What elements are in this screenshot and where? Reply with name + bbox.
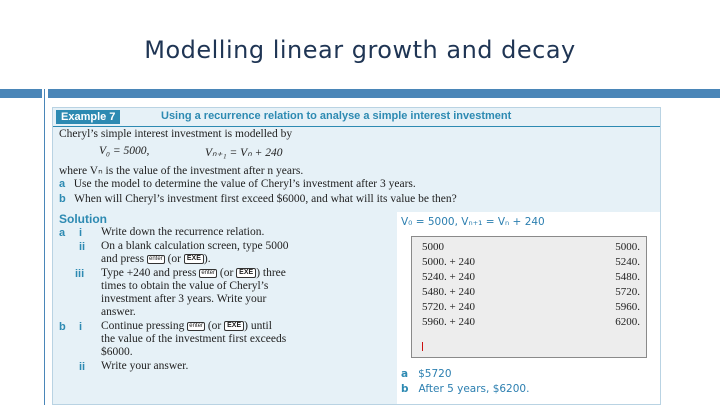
step-a-iii-line-2: times to obtain the value of Cheryl’s <box>101 280 269 292</box>
example-tag: Example 7 <box>56 110 121 124</box>
answer-b-text: After 5 years, $6200. <box>418 383 530 395</box>
calc-output: 5720. <box>615 286 640 298</box>
calc-cursor <box>422 342 423 351</box>
calc-input: 5240. + 240 <box>422 271 475 283</box>
answer-a: a $5720 <box>401 368 452 380</box>
slide-title: Modelling linear growth and decay <box>144 36 576 64</box>
question-b-text: When will Cheryl’s investment first exce… <box>74 193 457 205</box>
step-a-iii-line-1: Type +240 and press enter (or EXE) three <box>101 267 286 279</box>
calc-output: 5480. <box>615 271 640 283</box>
calc-row: 5000. + 240 5240. <box>412 256 646 271</box>
calc-row: 5480. + 240 5720. <box>412 286 646 301</box>
calc-row: 5960. + 240 6200. <box>412 316 646 331</box>
header-rule-right <box>48 89 720 98</box>
calc-row: 5240. + 240 5480. <box>412 271 646 286</box>
example-panel: Example 7 Using a recurrence relation to… <box>52 107 661 405</box>
enter-key-icon: enter <box>187 321 205 331</box>
solution-b-label: b <box>59 321 66 333</box>
enter-key-icon: enter <box>147 254 165 264</box>
step-b-ii-num: ii <box>79 361 86 373</box>
step-a-i-num: i <box>79 227 83 239</box>
solution-heading: Solution <box>59 212 107 226</box>
enter-key-icon: enter <box>199 268 217 278</box>
question-b: b When will Cheryl’s investment first ex… <box>59 193 457 205</box>
exe-key-icon: EXE <box>236 268 257 279</box>
question-b-label: b <box>59 193 66 205</box>
step-a-iii-num: iii <box>75 268 85 280</box>
example-header: Example 7 Using a recurrence relation to… <box>53 108 660 127</box>
formula-recurrence: Vₙ₊₁ = Vₙ + 240 <box>205 147 283 159</box>
calc-row: 5720. + 240 5960. <box>412 301 646 316</box>
calc-input: 5960. + 240 <box>422 316 475 328</box>
step-a-ii-num: ii <box>79 241 86 253</box>
step-b-i-line-1: Continue pressing enter (or EXE) until <box>101 320 272 332</box>
calc-output: 5240. <box>615 256 640 268</box>
example-intro: Cheryl’s simple interest investment is m… <box>59 128 293 140</box>
step-a-iii-line-3: investment after 3 years. Write your <box>101 293 267 305</box>
step-b-i-line-2: the value of the investment first exceed… <box>101 333 287 345</box>
question-a-text: Use the model to determine the value of … <box>73 178 416 190</box>
question-a-label: a <box>59 178 66 190</box>
working-pane: V₀ = 5000, Vₙ₊₁ = Vₙ + 240 5000 5000. 50… <box>397 212 660 404</box>
step-a-ii-line-2: and press enter (or EXE). <box>101 253 211 265</box>
calc-output: 6200. <box>615 316 640 328</box>
answer-a-text: $5720 <box>418 368 452 380</box>
calculator-screen: 5000 5000. 5000. + 240 5240. 5240. + 240… <box>411 236 647 358</box>
exe-key-icon: EXE <box>183 254 204 265</box>
formula-v0: V₀ = 5000, <box>99 145 150 157</box>
step-a-i-line-1: Write down the recurrence relation. <box>101 226 265 238</box>
exe-key-icon: EXE <box>224 321 245 332</box>
left-rule <box>44 89 45 405</box>
example-where: where Vₙ is the value of the investment … <box>59 165 304 177</box>
question-a: a Use the model to determine the value o… <box>59 178 416 190</box>
step-b-ii-line-1: Write your answer. <box>101 360 189 372</box>
answer-a-label: a <box>401 368 409 380</box>
step-a-ii-line-1: On a blank calculation screen, type 5000 <box>101 240 289 252</box>
header-rule-left <box>0 89 42 98</box>
answer-b-label: b <box>401 383 409 395</box>
calc-row: 5000 5000. <box>412 241 646 256</box>
calc-input: 5000 <box>422 241 444 253</box>
calc-input: 5480. + 240 <box>422 286 475 298</box>
step-b-i-num: i <box>79 321 83 333</box>
solution-a-label: a <box>59 227 66 239</box>
example-title: Using a recurrence relation to analyse a… <box>161 110 512 122</box>
calc-input: 5000. + 240 <box>422 256 475 268</box>
step-a-iii-line-4: answer. <box>101 306 136 318</box>
step-b-i-line-3: $6000. <box>101 346 133 358</box>
answer-b: b After 5 years, $6200. <box>401 383 529 395</box>
calc-output: 5000. <box>615 241 640 253</box>
working-recurrence: V₀ = 5000, Vₙ₊₁ = Vₙ + 240 <box>401 216 545 228</box>
calc-input: 5720. + 240 <box>422 301 475 313</box>
calc-output: 5960. <box>615 301 640 313</box>
